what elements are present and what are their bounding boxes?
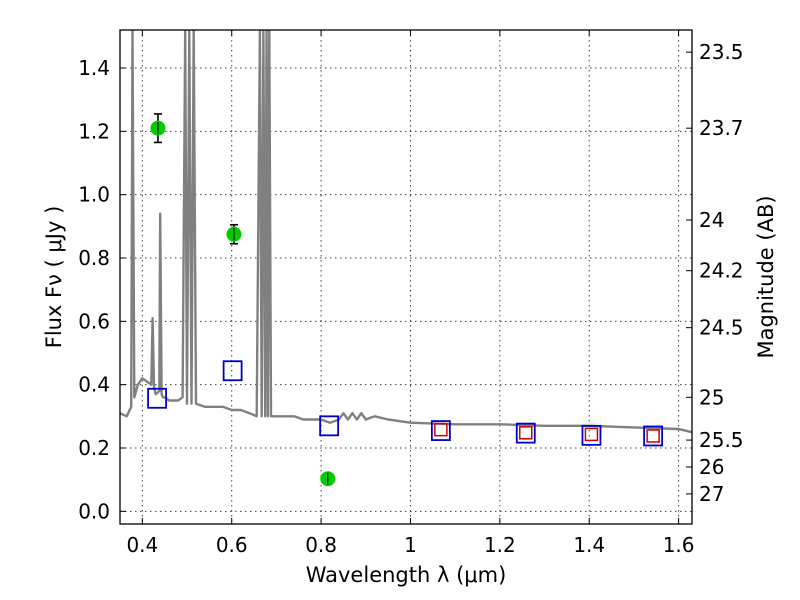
y-tick-label: 0.8 — [78, 246, 110, 270]
x-tick-label: 1.2 — [484, 533, 516, 557]
y-tick-label: 1.0 — [78, 183, 110, 207]
model-flux-square — [581, 424, 602, 446]
model-flux-square — [147, 387, 167, 409]
right-tick-label: 27 — [699, 482, 724, 506]
x-tick-label: 0.6 — [216, 533, 248, 557]
x-tick-label: 0.8 — [305, 533, 337, 557]
data-layer — [120, 30, 692, 487]
x-tick-label: 1.6 — [663, 533, 695, 557]
x-tick-label: 1.4 — [573, 533, 605, 557]
nir-flux-square — [434, 422, 448, 437]
right-tick-label: 23.5 — [699, 40, 744, 64]
y-tick-label: 1.2 — [78, 119, 110, 143]
plot-frame — [119, 29, 693, 525]
nir-flux-square — [519, 426, 533, 440]
x-tick-label: 0.4 — [126, 533, 158, 557]
y-axis-title: Flux Fν ( μJy ) — [42, 206, 66, 349]
right-tick-label: 24.2 — [699, 259, 744, 283]
y-tick-label: 0.2 — [78, 436, 110, 460]
right-tick-label: 26 — [699, 455, 724, 479]
model-flux-square — [515, 422, 536, 444]
grid — [120, 30, 692, 524]
marker-layer — [147, 113, 664, 487]
axis-ticks: 0.4 0.6 0.8 1 1.2 1.4 1.6 0.0 0.2 0.4 0.6 0.8 1.0 1.2… — [78, 30, 744, 557]
right-tick-label: 24 — [699, 208, 724, 232]
nir-flux-square — [646, 429, 660, 443]
y-tick-label: 0.0 — [78, 499, 110, 523]
right-tick-label: 23.7 — [699, 116, 744, 140]
x-tick-label: 1 — [404, 533, 417, 557]
y-tick-label: 0.4 — [78, 373, 110, 397]
right-tick-label: 25 — [699, 385, 724, 409]
y-tick-label: 0.6 — [78, 309, 110, 333]
right-tick-label: 24.5 — [699, 316, 744, 340]
model-flux-square — [319, 415, 340, 437]
right-axis-title: Magnitude (AB) — [754, 195, 778, 358]
nir-flux-square — [584, 427, 599, 442]
model-flux-square — [430, 420, 451, 441]
y-tick-label: 1.4 — [78, 56, 110, 80]
right-tick-label: 25.5 — [699, 428, 744, 452]
model-flux-square — [222, 360, 243, 382]
x-axis-title: Wavelength λ (μm) — [306, 563, 507, 587]
model-flux-square — [643, 425, 664, 447]
